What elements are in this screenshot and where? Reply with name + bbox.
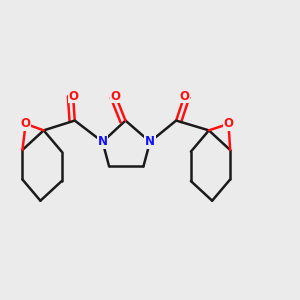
Text: O: O — [179, 89, 189, 103]
Text: N: N — [98, 135, 108, 148]
Text: O: O — [21, 117, 31, 130]
Text: O: O — [224, 117, 233, 130]
Text: N: N — [145, 135, 155, 148]
Text: O: O — [111, 89, 121, 103]
Text: O: O — [68, 89, 78, 103]
